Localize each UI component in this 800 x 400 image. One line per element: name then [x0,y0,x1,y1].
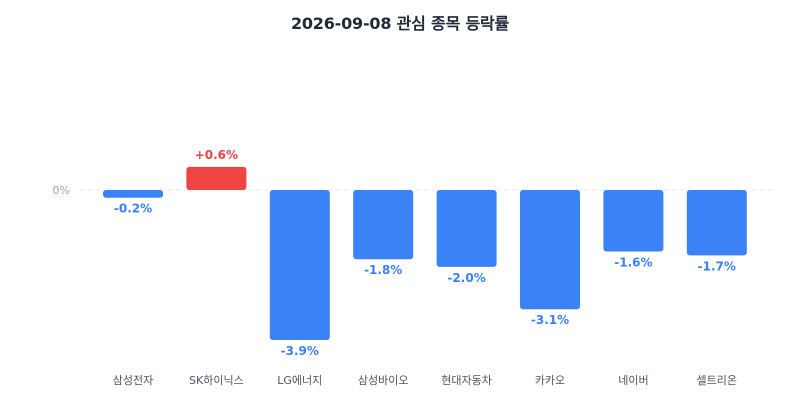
bar-value-label: -3.9% [281,344,319,358]
chart-title: 2026-09-08 관심 종목 등락률 [290,14,510,33]
bar-value-label: -1.7% [698,259,736,273]
bar-value-label: -1.6% [614,256,652,270]
bar-value-label: -2.0% [447,271,485,285]
bar [686,190,747,256]
x-tick-label: SK하이닉스 [189,373,244,387]
bar-value-label: -1.8% [364,263,402,277]
x-tick-label: 삼성바이오 [358,374,409,387]
bar-value-label: -3.1% [531,313,569,327]
x-tick-label: 카카오 [535,374,565,387]
bar [603,190,664,252]
bar [269,190,330,340]
y-tick-label-zero: 0% [53,184,70,197]
x-tick-label: 셀트리온 [697,374,737,387]
bar [436,190,497,267]
bar [186,166,247,190]
bar-value-label: +0.6% [195,148,238,162]
x-tick-label: LG에너지 [277,374,322,387]
x-tick-label: 삼성전자 [113,374,153,387]
x-tick-label: 네이버 [618,374,648,387]
x-tick-label: 현대자동차 [441,374,492,387]
bar [353,190,414,260]
bar-value-label: -0.2% [114,202,152,216]
bar [520,190,580,310]
bar [103,190,163,198]
